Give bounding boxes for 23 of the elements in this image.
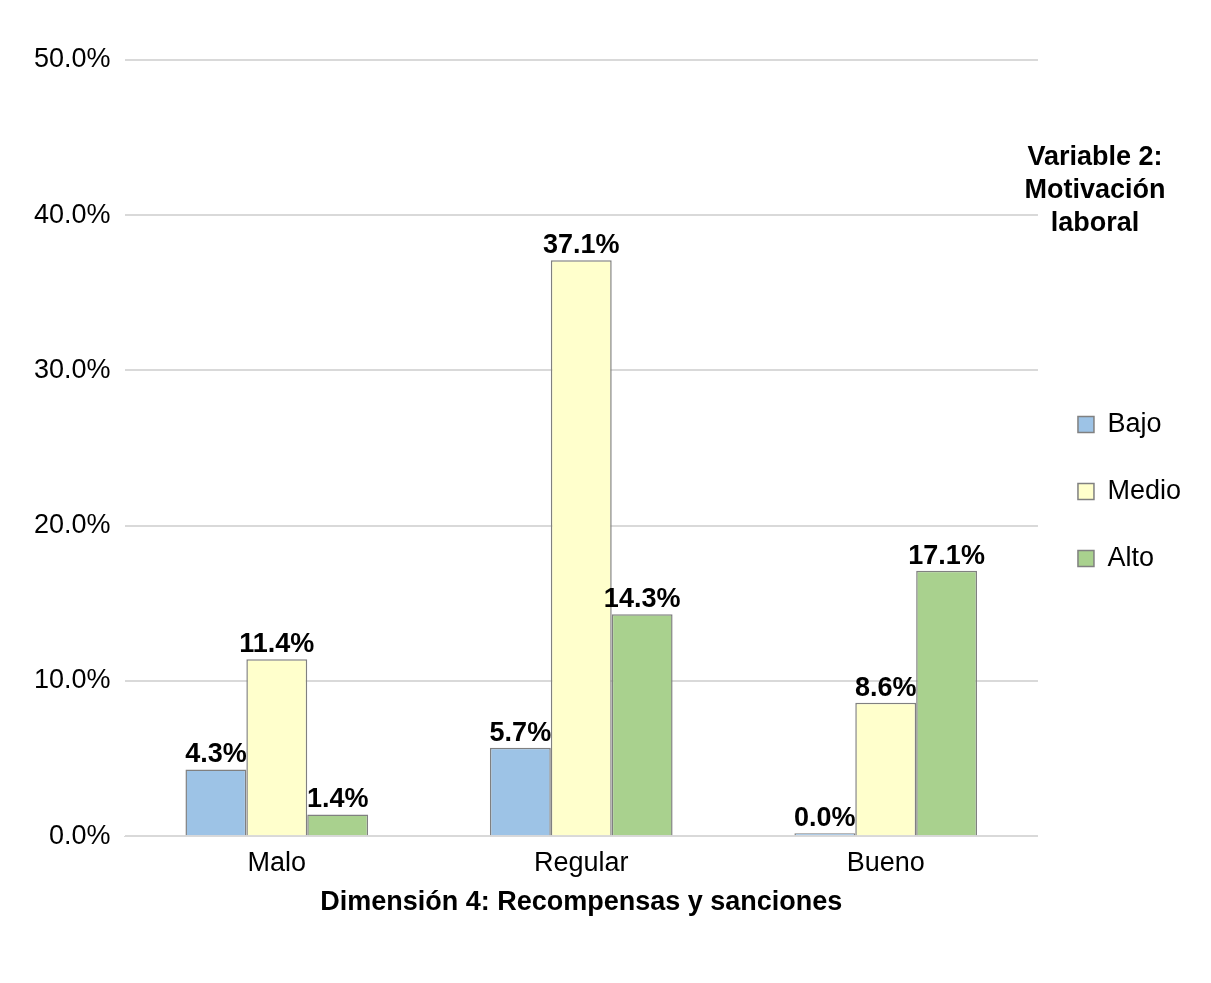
x-tick-label: Bueno <box>846 846 925 877</box>
data-label: 14.3% <box>603 583 681 614</box>
data-label: 5.7% <box>489 716 552 747</box>
y-tick-label: 30.0% <box>33 353 111 384</box>
y-tick-label: 50.0% <box>33 43 111 74</box>
data-label: 8.6% <box>854 671 917 702</box>
data-label: 17.1% <box>908 539 985 570</box>
data-label: 11.4% <box>239 628 315 659</box>
y-tick-label: 10.0% <box>33 664 111 695</box>
legend-label: Bajo <box>1107 407 1162 438</box>
x-tick-label: Regular <box>533 846 629 877</box>
legend-label: Alto <box>1107 541 1154 572</box>
y-tick-label: 0.0% <box>49 819 111 850</box>
y-tick-label: 40.0% <box>33 198 111 229</box>
x-tick-label: Malo <box>247 846 307 877</box>
x-axis-title: Dimensión 4: Recompensas y sanciones <box>320 886 843 917</box>
data-label: 4.3% <box>185 738 247 769</box>
data-label: 0.0% <box>794 802 856 833</box>
data-label: 37.1% <box>542 229 620 260</box>
legend-title: Variable 2: Motivación laboral <box>1023 140 1167 239</box>
y-tick-label: 20.0% <box>33 509 111 540</box>
data-label: 1.4% <box>306 783 369 814</box>
legend-label: Medio <box>1107 474 1182 505</box>
